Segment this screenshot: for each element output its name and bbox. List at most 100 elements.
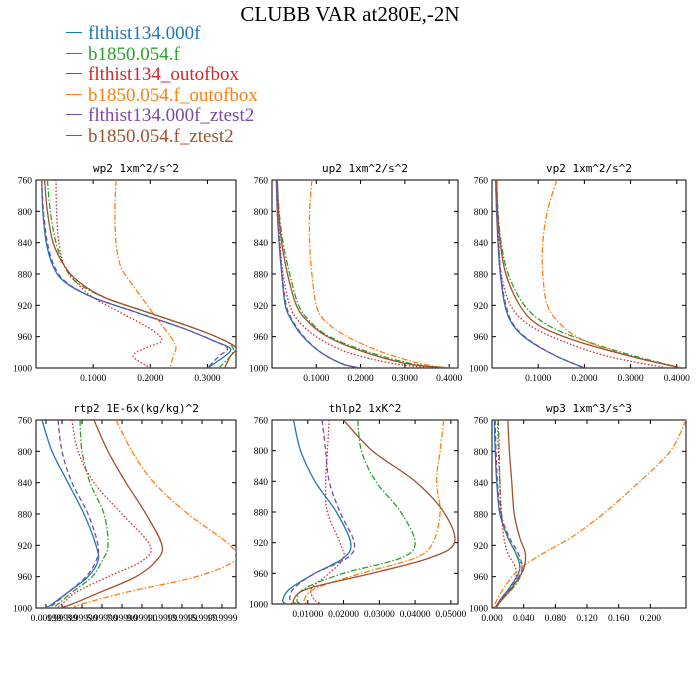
chart-panel: wp2 1xm^2/s^2 760 800 840 880 920 960 1000 0.100…: [13, 162, 237, 384]
x-tick-label: 0.160: [608, 614, 630, 624]
page-title: CLUBB VAR at280E,-2N: [240, 2, 460, 26]
x-tick-label: 0.05000: [435, 610, 466, 620]
series-line: [276, 180, 450, 368]
x-tick-label: 0.1000: [525, 374, 551, 384]
y-tick-label: 840: [474, 239, 489, 249]
chart-panel: vp2 1xm^2/s^2 760 800 840 880 920 960 1000 0.100…: [469, 162, 690, 384]
series-line: [495, 420, 523, 608]
series-line: [55, 420, 152, 608]
series-line: [494, 420, 527, 608]
x-tick-label: 0.4000: [436, 374, 462, 384]
series-line: [43, 180, 236, 368]
x-tick-label: 0.2000: [137, 374, 163, 384]
y-tick-label: 920: [18, 542, 33, 552]
plot-frame: [491, 179, 687, 369]
y-tick-label: 880: [18, 271, 33, 281]
series-line: [495, 420, 517, 608]
y-tick-label: 960: [474, 333, 489, 343]
x-tick-label: 0.040: [513, 614, 535, 624]
x-tick-label: 0.3000: [194, 374, 220, 384]
x-tick-label: 0.120: [576, 614, 598, 624]
series-line: [275, 180, 361, 368]
plot-frame: [35, 179, 237, 369]
series-line: [71, 420, 236, 608]
x-tick-label: 0.04000: [400, 610, 431, 620]
series-line: [495, 180, 585, 368]
series-line: [289, 420, 356, 604]
x-tick-label: 7.99990: [107, 614, 138, 624]
legend-item: b1850.054.f_outofbox: [66, 84, 258, 107]
y-tick-label: 960: [254, 570, 269, 580]
x-tick-label: 0.00999: [31, 614, 62, 624]
series-line: [308, 180, 450, 368]
series-line: [276, 180, 450, 368]
y-tick-label: 840: [474, 479, 489, 489]
y-tick-label: 880: [474, 511, 489, 521]
y-tick-label: 960: [18, 333, 33, 343]
series-line: [59, 420, 164, 608]
x-tick-label: 15.9999: [187, 614, 218, 624]
series-line: [47, 420, 100, 608]
x-tick-label: 0.2000: [571, 374, 597, 384]
series-line: [46, 180, 235, 368]
chart-title: wp3 1xm^3/s^3: [546, 402, 632, 415]
y-tick-label: 1000: [13, 605, 32, 615]
legend-label: flthist134_outofbox: [88, 64, 239, 85]
series-line: [41, 420, 100, 608]
y-tick-label: 800: [474, 448, 489, 458]
x-tick-label: 0.4000: [664, 374, 690, 384]
series-line: [114, 180, 177, 368]
x-tick-label: 0.2000: [348, 374, 374, 384]
chart-title: vp2 1xm^2/s^2: [546, 162, 632, 175]
series-line: [495, 180, 682, 368]
x-tick-label: 0.3000: [618, 374, 644, 384]
x-tick-label: 0.000: [481, 614, 503, 624]
legend-label: b1850.054.f: [88, 43, 180, 65]
y-tick-label: 880: [18, 511, 33, 521]
y-tick-label: 840: [254, 239, 269, 249]
legend-item: b1850.054.f_ztest2: [66, 125, 258, 148]
y-tick-label: 840: [18, 479, 33, 489]
y-tick-label: 920: [254, 539, 269, 549]
chart-panel: thlp2 1xK^2 760 800 840 880 920 960 1000 0.01000…: [249, 402, 467, 620]
legend-swatch: [66, 134, 82, 136]
legend-label: b1850.054.f_outofbox: [88, 84, 258, 106]
series-line: [282, 420, 352, 604]
x-tick-label: 1.99999: [47, 614, 78, 624]
y-tick-label: 840: [18, 239, 33, 249]
x-tick-label: 0.03000: [364, 610, 395, 620]
plot-frame: [271, 179, 459, 369]
legend-label: b1850.054.f_ztest2: [88, 125, 234, 147]
legend-item: b1850.054.f: [66, 43, 258, 66]
y-tick-label: 800: [18, 208, 33, 218]
x-tick-label: 3.99990: [67, 614, 98, 624]
y-tick-label: 760: [474, 417, 489, 427]
y-tick-label: 1000: [249, 601, 268, 611]
y-tick-label: 800: [254, 208, 269, 218]
legend-swatch: [66, 32, 82, 34]
y-tick-label: 920: [254, 302, 269, 312]
y-tick-label: 880: [254, 271, 269, 281]
y-tick-label: 960: [18, 573, 33, 583]
x-tick-label: 13.9999: [167, 614, 198, 624]
series-line: [494, 420, 523, 608]
legend-item: flthist134.000f: [66, 23, 258, 45]
series-line: [495, 180, 668, 368]
series-line: [55, 180, 163, 368]
chart-panel: wp3 1xm^3/s^3 760 800 840 880 920 960 10000.000…: [469, 402, 687, 624]
legend-item: flthist134.000f_ztest2: [66, 105, 258, 127]
legend-swatch: [66, 93, 82, 95]
legend: flthist134.000f b1850.054.f flthist134_o…: [66, 23, 258, 148]
series-line: [41, 180, 229, 368]
chart-title: up2 1xm^2/s^2: [322, 162, 408, 175]
y-tick-label: 1000: [469, 605, 488, 615]
x-tick-label: 11.9999: [147, 614, 178, 624]
y-tick-label: 800: [254, 447, 269, 457]
legend-label: flthist134.000f_ztest2: [88, 105, 255, 126]
y-tick-label: 1000: [13, 365, 32, 375]
x-tick-label: 0.200: [640, 614, 662, 624]
plot-frame: [35, 419, 237, 609]
y-tick-label: 760: [474, 177, 489, 187]
y-tick-label: 920: [474, 302, 489, 312]
